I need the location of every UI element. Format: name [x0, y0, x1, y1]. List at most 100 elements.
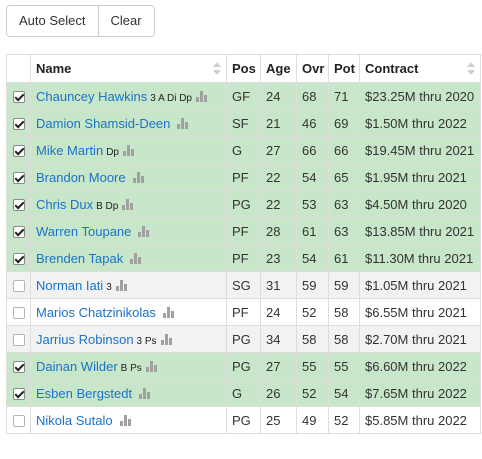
- column-header-label: Contract: [365, 61, 419, 76]
- player-name-link[interactable]: Chris Dux: [36, 196, 94, 212]
- player-name-link[interactable]: Norman Iati: [36, 277, 104, 293]
- age-cell: 22: [260, 163, 297, 191]
- player-name-link[interactable]: Mike Martin: [36, 142, 104, 158]
- name-cell: Warren Toupane: [30, 217, 227, 245]
- age-cell: 27: [260, 352, 297, 380]
- table-row: Chauncey Hawkins 3 A Di Dp GF 24 68 71 $23.25M…: [6, 82, 481, 110]
- row-select-checkbox[interactable]: [12, 91, 25, 104]
- column-header-ovr[interactable]: Ovr: [296, 54, 329, 83]
- pot-cell: 65: [328, 163, 360, 191]
- player-name-link[interactable]: Nikola Sutalo: [36, 412, 113, 428]
- player-name-link[interactable]: Brandon Moore: [36, 169, 126, 185]
- ovr-cell: 46: [296, 109, 329, 137]
- age-cell: 34: [260, 325, 297, 353]
- name-cell: Esben Bergstedt: [30, 379, 227, 407]
- age-cell: 27: [260, 136, 297, 164]
- column-header-label: Ovr: [302, 61, 325, 76]
- column-header-label: Pot: [334, 61, 355, 76]
- bar-chart-icon[interactable]: [115, 279, 127, 291]
- age-cell: 23: [260, 244, 297, 272]
- pos-cell: PG: [226, 325, 261, 353]
- bar-chart-icon[interactable]: [119, 414, 131, 426]
- row-select-checkbox[interactable]: [12, 145, 25, 158]
- auto-select-button[interactable]: Auto Select: [7, 6, 98, 36]
- sort-both-icon: [467, 62, 475, 76]
- age-cell: 31: [260, 271, 297, 299]
- pos-cell: G: [226, 379, 261, 407]
- clear-button[interactable]: Clear: [97, 6, 154, 36]
- player-name-link[interactable]: Warren Toupane: [36, 223, 132, 239]
- contract-cell: $19.45M thru 2021: [359, 136, 481, 164]
- name-cell: Mike Martin Dp: [30, 136, 227, 164]
- row-select-cell: [6, 379, 31, 407]
- player-name-link[interactable]: Chauncey Hawkins: [36, 88, 148, 104]
- row-select-checkbox[interactable]: [12, 172, 25, 185]
- row-select-checkbox[interactable]: [12, 280, 25, 293]
- bar-chart-icon[interactable]: [132, 171, 144, 183]
- bar-chart-icon[interactable]: [162, 306, 174, 318]
- name-cell: Damion Shamsid-Deen: [30, 109, 227, 137]
- pot-cell: 55: [328, 352, 360, 380]
- pot-cell: 58: [328, 325, 360, 353]
- pot-cell: 71: [328, 82, 360, 110]
- table-row: Jarrius Robinson 3 Ps PG 34 58 58 $2.70M thru …: [6, 325, 481, 353]
- row-select-checkbox[interactable]: [12, 199, 25, 212]
- contract-cell: $11.30M thru 2021: [359, 244, 481, 272]
- bar-chart-icon[interactable]: [177, 117, 189, 129]
- row-select-cell: [6, 136, 31, 164]
- player-name-link[interactable]: Brenden Tapak: [36, 250, 124, 266]
- column-header-contract[interactable]: Contract: [359, 54, 481, 83]
- player-name-link[interactable]: Marios Chatzinikolas: [36, 304, 156, 320]
- row-select-cell: [6, 190, 31, 218]
- player-name-link[interactable]: Damion Shamsid-Deen: [36, 115, 171, 131]
- bar-chart-icon[interactable]: [139, 387, 151, 399]
- row-select-checkbox[interactable]: [12, 334, 25, 347]
- contract-cell: $1.50M thru 2022: [359, 109, 481, 137]
- contract-cell: $23.25M thru 2020: [359, 82, 481, 110]
- bar-chart-icon[interactable]: [122, 144, 134, 156]
- bar-chart-icon[interactable]: [122, 198, 134, 210]
- pot-cell: 61: [328, 244, 360, 272]
- row-select-cell: [6, 109, 31, 137]
- ovr-cell: 52: [296, 379, 329, 407]
- row-select-checkbox[interactable]: [12, 388, 25, 401]
- bar-chart-icon[interactable]: [138, 225, 150, 237]
- column-header-pot[interactable]: Pot: [328, 54, 360, 83]
- contract-cell: $5.85M thru 2022: [359, 406, 481, 434]
- row-select-checkbox[interactable]: [12, 307, 25, 320]
- bar-chart-icon[interactable]: [130, 252, 142, 264]
- age-cell: 26: [260, 379, 297, 407]
- bar-chart-icon[interactable]: [160, 333, 172, 345]
- player-name-link[interactable]: Jarrius Robinson: [36, 331, 134, 347]
- pot-cell: 52: [328, 406, 360, 434]
- player-name-link[interactable]: Dainan Wilder: [36, 358, 118, 374]
- bar-chart-icon[interactable]: [145, 360, 157, 372]
- age-cell: 24: [260, 82, 297, 110]
- column-header-age[interactable]: Age: [260, 54, 297, 83]
- row-select-checkbox[interactable]: [12, 118, 25, 131]
- ovr-cell: 53: [296, 190, 329, 218]
- pot-cell: 63: [328, 190, 360, 218]
- table-row: Damion Shamsid-Deen SF 21 46 69 $1.50M thru 2…: [6, 109, 481, 137]
- column-header-name[interactable]: Name: [30, 54, 227, 83]
- bar-chart-icon[interactable]: [195, 90, 207, 102]
- row-select-checkbox[interactable]: [12, 415, 25, 428]
- row-select-checkbox[interactable]: [12, 361, 25, 374]
- row-select-cell: [6, 271, 31, 299]
- row-select-checkbox[interactable]: [12, 226, 25, 239]
- row-select-cell: [6, 244, 31, 272]
- pos-cell: PG: [226, 190, 261, 218]
- table-row: Mike Martin Dp G 27 66 66 $19.45M thru 2021: [6, 136, 481, 164]
- player-skills: 3 A Di Dp: [150, 92, 192, 104]
- ovr-cell: 55: [296, 352, 329, 380]
- name-cell: Nikola Sutalo: [30, 406, 227, 434]
- contract-cell: $6.60M thru 2022: [359, 352, 481, 380]
- table-row: Dainan Wilder B Ps PG 27 55 55 $6.60M thru 202…: [6, 352, 481, 380]
- column-header-pos[interactable]: Pos: [226, 54, 261, 83]
- row-select-checkbox[interactable]: [12, 253, 25, 266]
- pot-cell: 69: [328, 109, 360, 137]
- pos-cell: SF: [226, 109, 261, 137]
- player-name-link[interactable]: Esben Bergstedt: [36, 385, 133, 401]
- row-select-cell: [6, 352, 31, 380]
- name-cell: Norman Iati 3: [30, 271, 227, 299]
